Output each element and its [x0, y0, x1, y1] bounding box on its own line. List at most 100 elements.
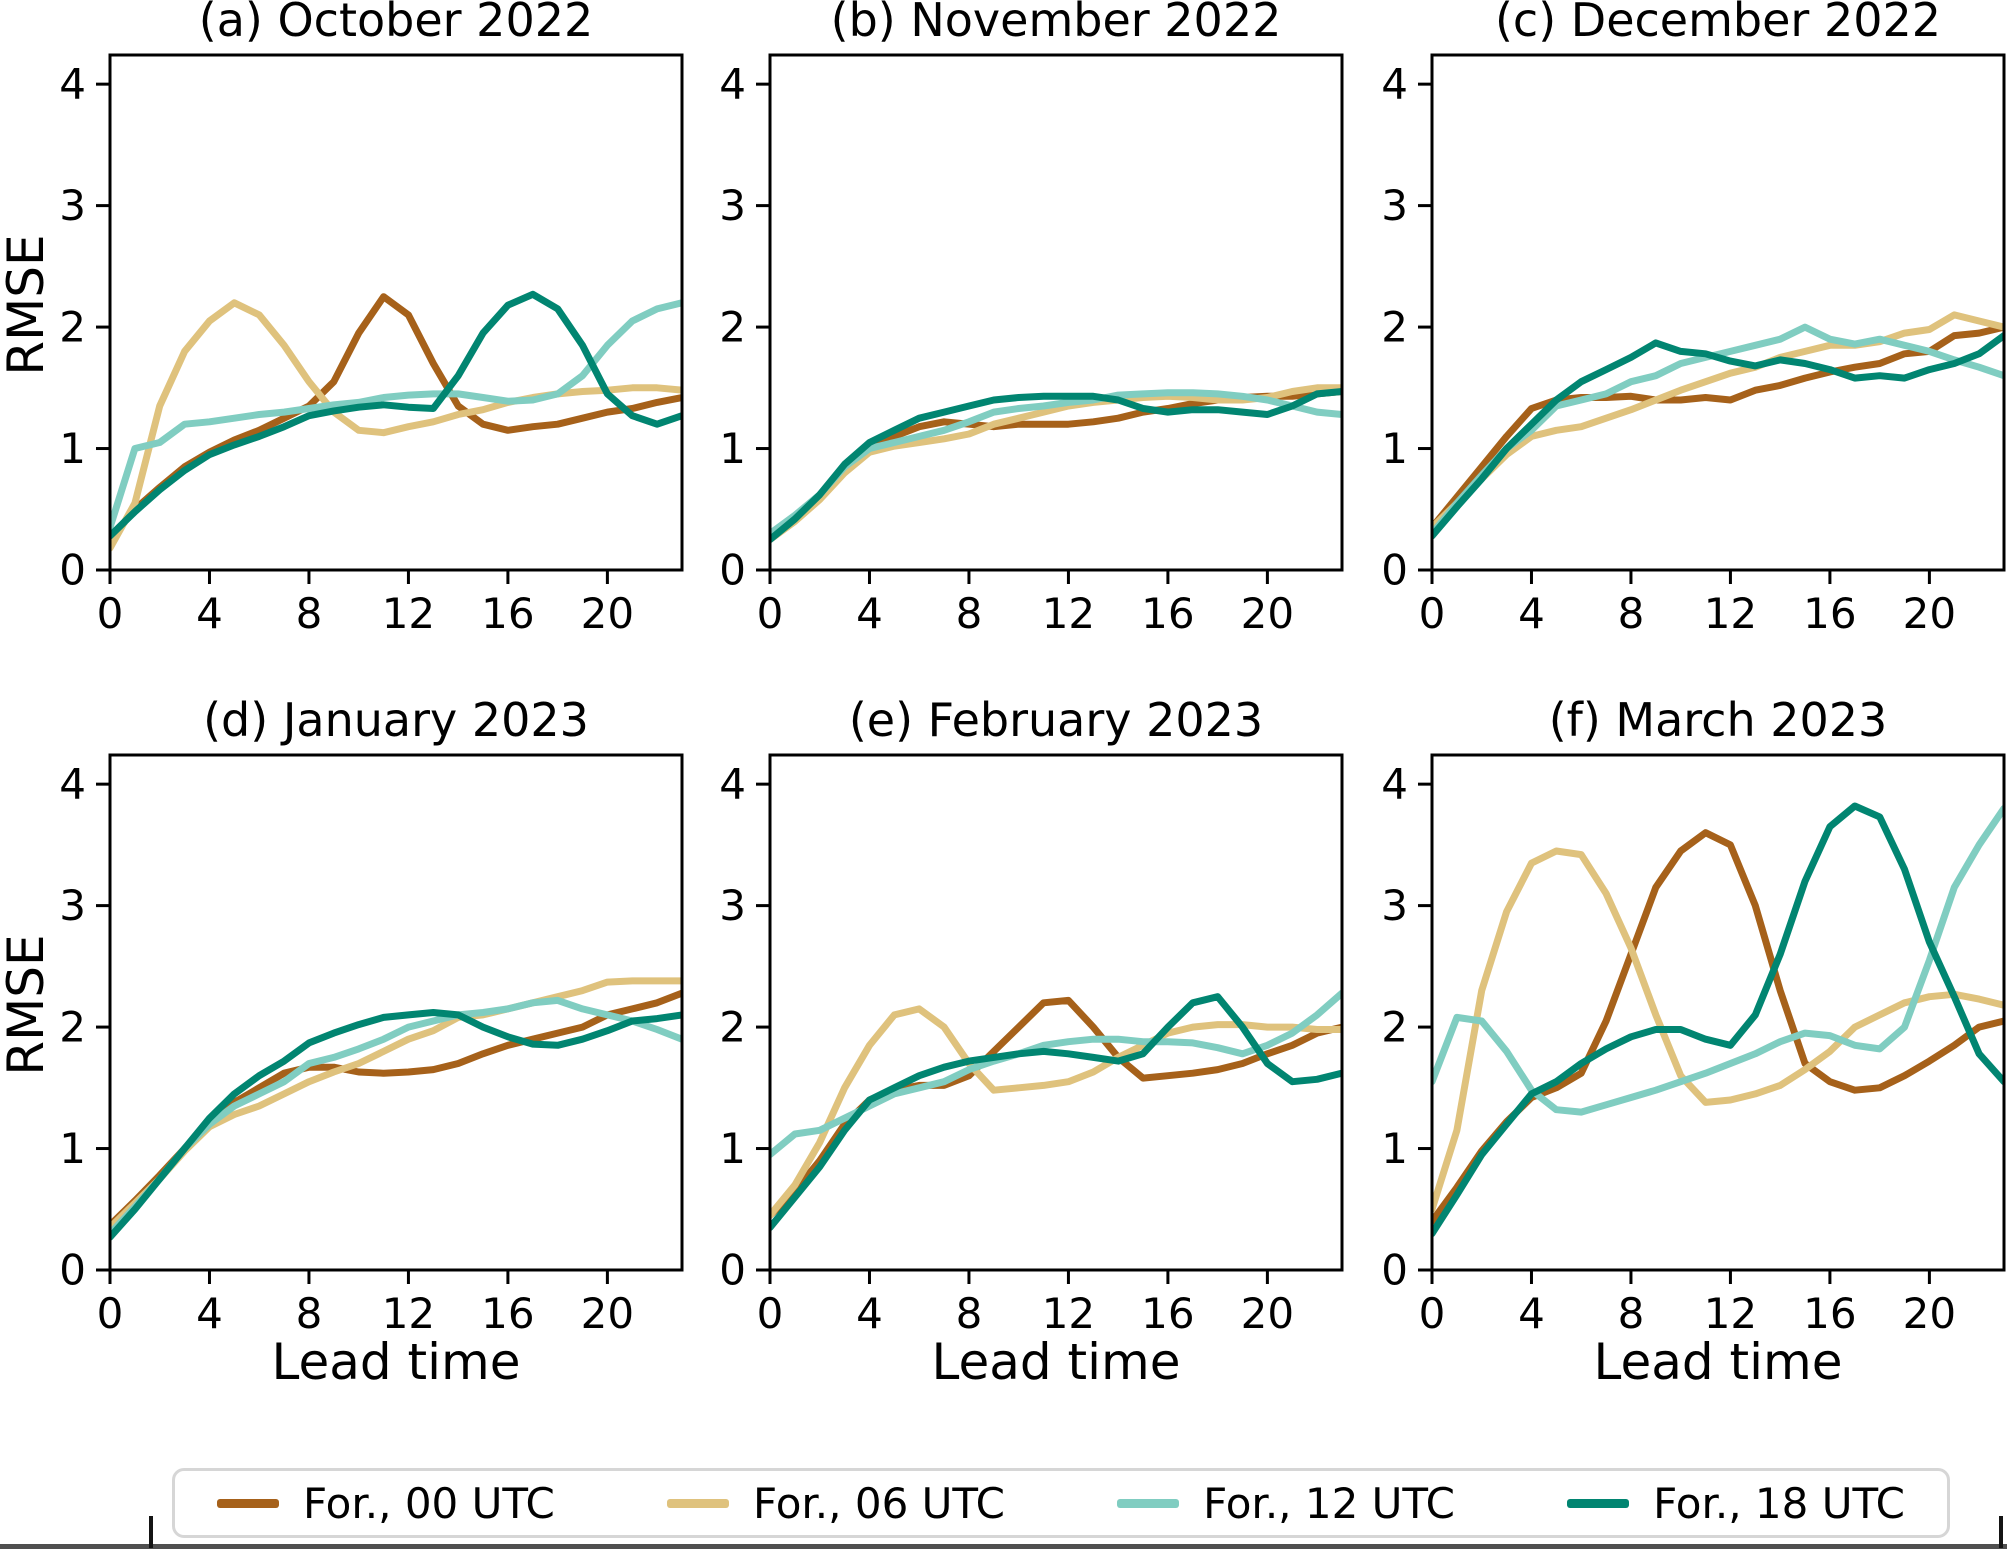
svg-text:16: 16: [481, 589, 534, 638]
panel-title-a: (a) October 2022: [198, 0, 594, 47]
panel-november-2022: (b) November 2022 0 4 8 12 16 20 0 1 2 3 4: [719, 0, 1344, 638]
svg-text:3: 3: [59, 181, 86, 230]
panel-title-d: (d) January 2023: [203, 693, 589, 747]
legend-entry-12utc: For., 12 UTC: [1117, 1479, 1455, 1528]
svg-text:20: 20: [1241, 589, 1294, 638]
panel-title-c: (c) December 2022: [1494, 0, 1942, 47]
svg-text:8: 8: [1618, 1289, 1645, 1338]
panel-title-b: (b) November 2022: [830, 0, 1282, 47]
svg-text:1: 1: [59, 424, 86, 473]
svg-text:8: 8: [956, 1289, 983, 1338]
svg-text:0: 0: [1381, 546, 1408, 595]
svg-text:12: 12: [1704, 1289, 1757, 1338]
svg-text:1: 1: [59, 1124, 86, 1173]
svg-text:3: 3: [1381, 881, 1408, 930]
svg-text:12: 12: [382, 1289, 435, 1338]
svg-text:1: 1: [719, 424, 746, 473]
svg-text:4: 4: [59, 760, 86, 809]
svg-text:0: 0: [1381, 1246, 1408, 1295]
svg-text:16: 16: [1803, 589, 1856, 638]
x-axis-label-d: Lead time: [271, 1333, 521, 1391]
svg-text:20: 20: [581, 1289, 634, 1338]
svg-text:12: 12: [1042, 1289, 1095, 1338]
svg-text:4: 4: [719, 760, 746, 809]
svg-text:1: 1: [1381, 424, 1408, 473]
panel-december-2022: (c) December 2022 0 4 8 12 16 20 0 1 2 3 4: [1381, 0, 2006, 638]
svg-text:4: 4: [196, 1289, 223, 1338]
svg-text:12: 12: [1704, 589, 1757, 638]
panel-title-e: (e) February 2023: [848, 693, 1264, 747]
svg-text:2: 2: [59, 1003, 86, 1052]
legend-label-06utc: For., 06 UTC: [753, 1478, 1005, 1528]
svg-text:16: 16: [1141, 1289, 1194, 1338]
panel-february-2023: (e) February 2023 0 4 8 12 16 20 0 1 2 3 4 Lead ti…: [719, 695, 1344, 1391]
svg-text:20: 20: [581, 589, 634, 638]
svg-text:2: 2: [719, 1003, 746, 1052]
svg-text:0: 0: [719, 1246, 746, 1295]
panel-october-2022: (a) October 2022 0 4 8 12 16 20 0 1 2 3 4: [59, 0, 684, 638]
svg-text:8: 8: [296, 589, 323, 638]
x-axis-label-e: Lead time: [931, 1333, 1181, 1391]
svg-text:16: 16: [1803, 1289, 1856, 1338]
legend-entry-18utc: For., 18 UTC: [1567, 1479, 1905, 1528]
x-axis-label-f: Lead time: [1593, 1333, 1843, 1391]
panel-january-2023: (d) January 2023 0 4 8 12 16 20 0 1 2 3 4 Lead tim…: [59, 695, 684, 1391]
legend-label-00utc: For., 00 UTC: [303, 1478, 555, 1528]
svg-text:4: 4: [59, 60, 86, 109]
legend-entry-06utc: For., 06 UTC: [667, 1479, 1005, 1528]
svg-text:2: 2: [1381, 303, 1408, 352]
svg-text:4: 4: [1381, 760, 1408, 809]
svg-text:12: 12: [382, 589, 435, 638]
svg-text:1: 1: [719, 1124, 746, 1173]
svg-text:4: 4: [1518, 1289, 1545, 1338]
svg-text:3: 3: [719, 181, 746, 230]
legend-entry-00utc: For., 00 UTC: [217, 1479, 555, 1528]
svg-text:4: 4: [719, 60, 746, 109]
legend-label-18utc: For., 18 UTC: [1653, 1478, 1905, 1528]
svg-text:0: 0: [59, 1246, 86, 1295]
svg-text:4: 4: [856, 589, 883, 638]
svg-text:8: 8: [956, 589, 983, 638]
svg-text:20: 20: [1241, 1289, 1294, 1338]
legend: For., 00 UTC For., 06 UTC For., 12 UTC F…: [172, 1468, 1950, 1538]
svg-text:3: 3: [1381, 181, 1408, 230]
svg-text:0: 0: [1419, 1289, 1446, 1338]
svg-text:0: 0: [97, 1289, 124, 1338]
bottom-frame-stub-right: [1999, 1516, 2003, 1548]
svg-text:0: 0: [757, 1289, 784, 1338]
svg-text:0: 0: [97, 589, 124, 638]
svg-text:16: 16: [481, 1289, 534, 1338]
svg-text:0: 0: [757, 589, 784, 638]
svg-text:3: 3: [59, 881, 86, 930]
svg-text:4: 4: [1381, 60, 1408, 109]
svg-text:20: 20: [1903, 1289, 1956, 1338]
svg-text:4: 4: [1518, 589, 1545, 638]
svg-text:2: 2: [59, 303, 86, 352]
svg-text:20: 20: [1903, 589, 1956, 638]
svg-text:2: 2: [1381, 1003, 1408, 1052]
legend-label-12utc: For., 12 UTC: [1203, 1478, 1455, 1528]
legend-swatch-06utc-icon: [667, 1498, 730, 1508]
svg-text:4: 4: [196, 589, 223, 638]
svg-text:16: 16: [1141, 589, 1194, 638]
svg-text:8: 8: [1618, 589, 1645, 638]
svg-text:8: 8: [296, 1289, 323, 1338]
panel-march-2023: (f) March 2023 0 4 8 12 16 20 0 1 2 3 4 Lead time: [1381, 695, 2006, 1391]
bottom-frame-line: [0, 1544, 2007, 1549]
svg-text:0: 0: [1419, 589, 1446, 638]
legend-swatch-12utc-icon: [1117, 1498, 1180, 1508]
svg-text:4: 4: [856, 1289, 883, 1338]
legend-swatch-18utc-icon: [1567, 1498, 1630, 1508]
svg-text:0: 0: [719, 546, 746, 595]
bottom-frame-stub-left: [149, 1516, 153, 1548]
svg-text:2: 2: [719, 303, 746, 352]
legend-swatch-00utc-icon: [217, 1498, 279, 1508]
svg-text:0: 0: [59, 546, 86, 595]
